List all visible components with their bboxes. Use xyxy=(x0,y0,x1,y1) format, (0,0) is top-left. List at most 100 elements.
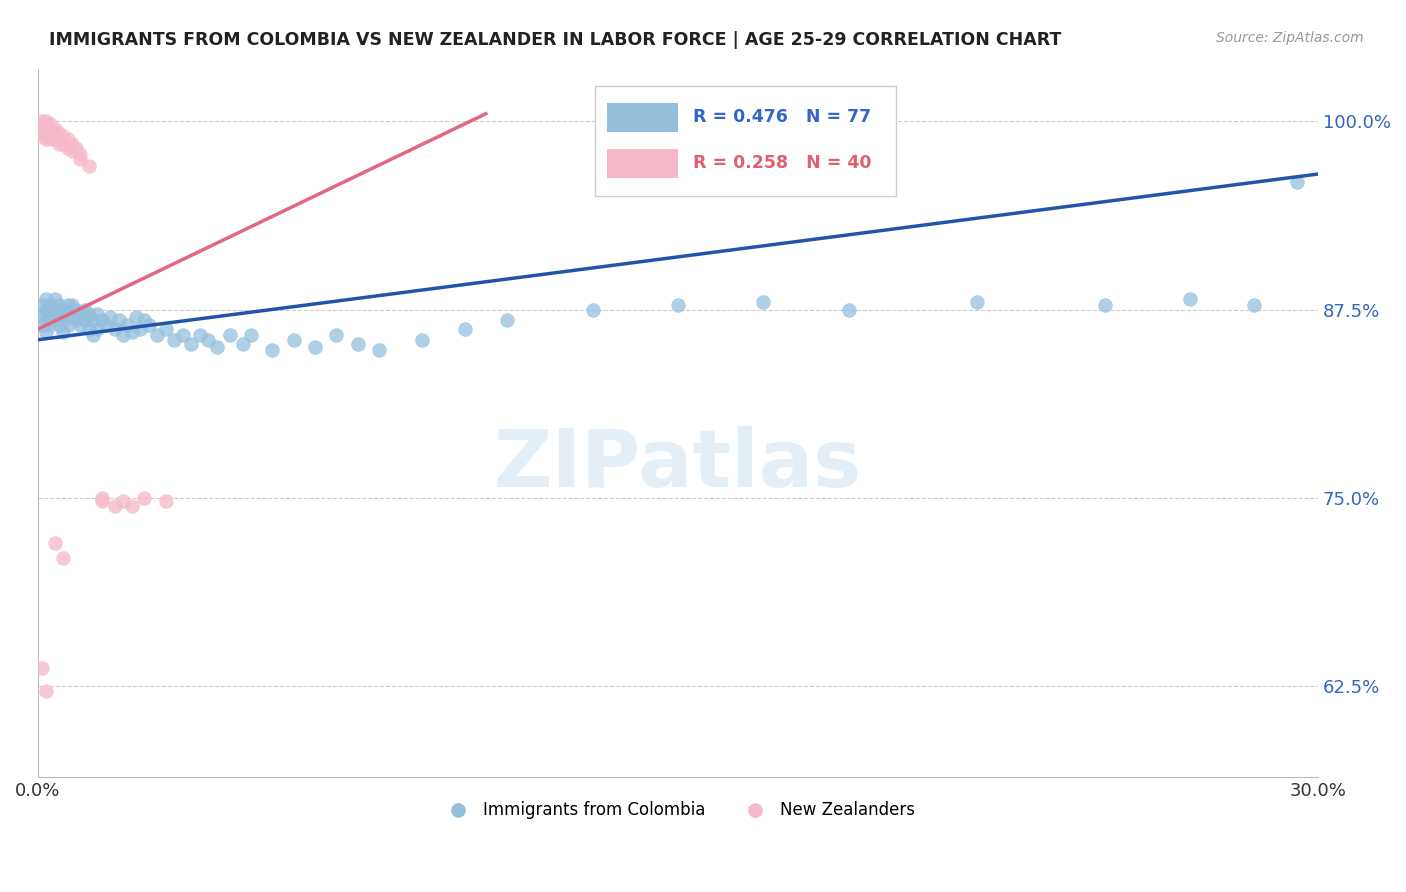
Point xyxy=(125,310,148,325)
Point xyxy=(752,295,775,310)
Point xyxy=(31,129,53,144)
Point xyxy=(90,494,112,508)
Point xyxy=(44,302,66,317)
Point xyxy=(666,298,689,312)
Point xyxy=(52,302,75,317)
Point xyxy=(35,684,58,698)
Point xyxy=(73,302,96,317)
Point xyxy=(48,307,70,321)
Point xyxy=(69,318,91,332)
Point xyxy=(44,132,66,146)
Point xyxy=(368,343,391,358)
Point xyxy=(60,136,83,151)
Point xyxy=(496,313,519,327)
Point xyxy=(232,337,254,351)
Point xyxy=(103,499,125,513)
Point xyxy=(60,298,83,312)
Point xyxy=(90,313,112,327)
Point xyxy=(52,551,75,566)
Point xyxy=(35,132,58,146)
Point xyxy=(39,307,62,321)
Point xyxy=(304,340,326,354)
Point xyxy=(188,328,211,343)
Point xyxy=(39,132,62,146)
Point xyxy=(31,125,53,139)
Point xyxy=(112,494,135,508)
Point xyxy=(112,328,135,343)
Point xyxy=(146,328,169,343)
Point xyxy=(86,322,108,336)
Point xyxy=(56,298,79,312)
Text: IMMIGRANTS FROM COLOMBIA VS NEW ZEALANDER IN LABOR FORCE | AGE 25-29 CORRELATION: IMMIGRANTS FROM COLOMBIA VS NEW ZEALANDE… xyxy=(49,31,1062,49)
Point xyxy=(411,333,433,347)
Point xyxy=(56,307,79,321)
Point xyxy=(73,313,96,327)
Point xyxy=(48,126,70,140)
Point xyxy=(65,302,87,317)
Point xyxy=(77,307,100,321)
Bar xyxy=(607,149,678,178)
Point xyxy=(39,121,62,136)
Point xyxy=(65,313,87,327)
Point xyxy=(90,491,112,505)
Point xyxy=(44,126,66,140)
Point xyxy=(35,302,58,317)
Point xyxy=(52,313,75,327)
Point xyxy=(163,333,186,347)
Point xyxy=(581,302,603,317)
Point xyxy=(82,328,104,343)
Point xyxy=(103,322,125,336)
Point xyxy=(31,117,53,131)
Point xyxy=(69,147,91,161)
Point xyxy=(77,160,100,174)
Point xyxy=(65,141,87,155)
Point xyxy=(56,318,79,332)
Point xyxy=(39,117,62,131)
Point xyxy=(39,318,62,332)
Point xyxy=(31,307,53,321)
Point xyxy=(325,328,347,343)
Point xyxy=(60,310,83,325)
Point xyxy=(56,141,79,155)
Point xyxy=(35,325,58,339)
Point xyxy=(44,121,66,136)
Point xyxy=(35,292,58,306)
Point xyxy=(35,313,58,327)
Point xyxy=(838,302,860,317)
Point xyxy=(205,340,228,354)
Point xyxy=(35,129,58,144)
Legend: Immigrants from Colombia, New Zealanders: Immigrants from Colombia, New Zealanders xyxy=(434,794,921,825)
Point xyxy=(155,322,177,336)
Point xyxy=(48,298,70,312)
Point xyxy=(44,536,66,550)
Point xyxy=(180,337,202,351)
Text: R = 0.258   N = 40: R = 0.258 N = 40 xyxy=(693,154,872,172)
Point xyxy=(172,328,194,343)
Point xyxy=(69,307,91,321)
Point xyxy=(155,494,177,508)
Point xyxy=(48,132,70,146)
Point xyxy=(31,661,53,675)
Point xyxy=(134,491,156,505)
Point xyxy=(107,313,129,327)
Point xyxy=(52,129,75,144)
Point xyxy=(138,318,160,332)
Point xyxy=(117,318,139,332)
Point xyxy=(218,328,240,343)
Point xyxy=(94,318,117,332)
Point xyxy=(52,136,75,151)
Point xyxy=(86,307,108,321)
Point xyxy=(82,313,104,327)
Point xyxy=(346,337,368,351)
Point xyxy=(48,318,70,332)
Point xyxy=(966,295,988,310)
Point xyxy=(44,313,66,327)
Point xyxy=(1285,175,1308,189)
Point xyxy=(453,322,475,336)
Point xyxy=(262,343,284,358)
Point xyxy=(1178,292,1201,306)
Point xyxy=(69,152,91,166)
Point xyxy=(44,292,66,306)
Point xyxy=(52,325,75,339)
Point xyxy=(39,298,62,312)
